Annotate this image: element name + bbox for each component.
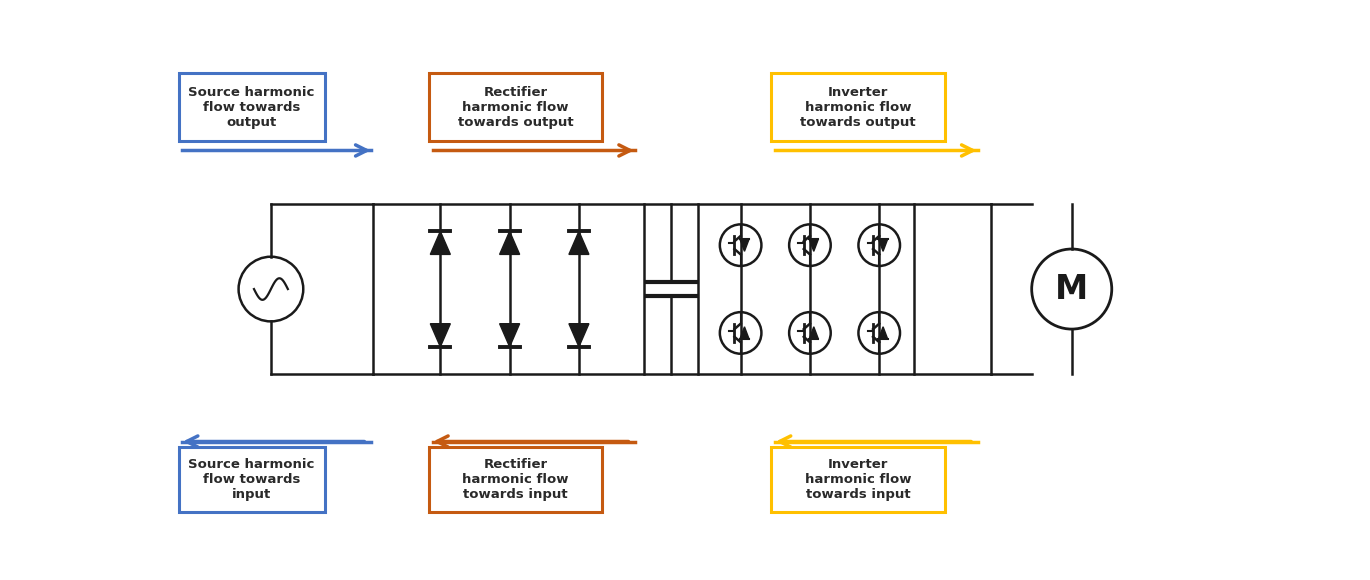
- FancyBboxPatch shape: [771, 74, 945, 141]
- Text: Rectifier
harmonic flow
towards output: Rectifier harmonic flow towards output: [458, 86, 573, 129]
- Polygon shape: [500, 324, 519, 347]
- Polygon shape: [740, 239, 749, 251]
- Text: Source harmonic
flow towards
input: Source harmonic flow towards input: [189, 458, 315, 501]
- FancyBboxPatch shape: [771, 447, 945, 512]
- Polygon shape: [878, 239, 888, 251]
- FancyBboxPatch shape: [429, 74, 601, 141]
- FancyBboxPatch shape: [178, 74, 325, 141]
- Polygon shape: [878, 327, 888, 339]
- Text: Rectifier
harmonic flow
towards input: Rectifier harmonic flow towards input: [462, 458, 569, 501]
- Polygon shape: [430, 231, 451, 255]
- FancyBboxPatch shape: [178, 447, 325, 512]
- Text: Source harmonic
flow towards
output: Source harmonic flow towards output: [189, 86, 315, 129]
- FancyBboxPatch shape: [429, 447, 601, 512]
- Text: Inverter
harmonic flow
towards output: Inverter harmonic flow towards output: [800, 86, 917, 129]
- Polygon shape: [500, 231, 519, 255]
- Polygon shape: [430, 324, 451, 347]
- Polygon shape: [740, 327, 749, 339]
- Polygon shape: [810, 239, 818, 251]
- Polygon shape: [810, 327, 818, 339]
- Polygon shape: [569, 231, 589, 255]
- Text: Inverter
harmonic flow
towards input: Inverter harmonic flow towards input: [804, 458, 911, 501]
- Polygon shape: [569, 324, 589, 347]
- Text: M: M: [1055, 273, 1088, 306]
